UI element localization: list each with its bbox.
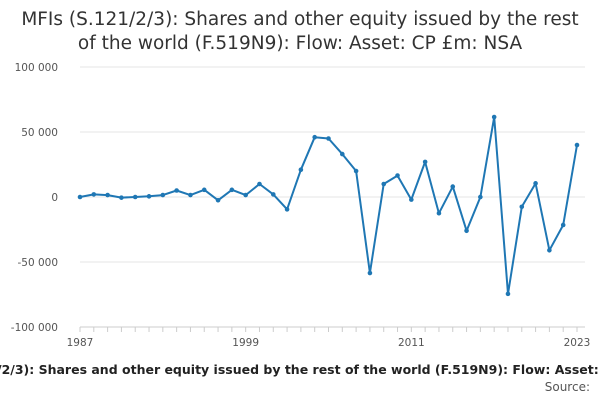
y-tick-label: 100 000 [15, 62, 58, 74]
x-tick-label: 2023 [564, 337, 591, 349]
data-point[interactable] [519, 204, 525, 210]
data-point[interactable] [284, 207, 290, 212]
data-series [77, 114, 580, 297]
data-point[interactable] [188, 192, 193, 198]
data-point[interactable] [298, 167, 304, 172]
data-point[interactable] [436, 210, 442, 216]
data-point[interactable] [174, 188, 179, 193]
data-point[interactable] [450, 184, 456, 189]
y-tick-label: 50 000 [21, 127, 58, 139]
data-point[interactable] [395, 173, 400, 178]
data-point[interactable] [77, 194, 83, 200]
series-line [79, 116, 578, 295]
y-axis-tick-labels: 100 000 50 000 0 -50 000 -100 000 [11, 62, 58, 334]
data-point[interactable] [132, 194, 138, 200]
chart-title: MFIs (S.121/2/3): Shares and other equit… [0, 8, 600, 56]
data-point[interactable] [533, 181, 538, 186]
data-point[interactable] [505, 291, 511, 297]
y-tick-label: -100 000 [11, 322, 58, 334]
data-point[interactable] [367, 270, 373, 276]
data-point[interactable] [257, 181, 262, 187]
data-point[interactable] [464, 228, 469, 234]
data-point[interactable] [409, 197, 414, 202]
chart-title-line-2: of the world (F.519N9): Flow: Asset: CP … [77, 33, 523, 54]
data-point[interactable] [381, 181, 387, 187]
data-point[interactable] [91, 192, 97, 197]
data-point[interactable] [146, 194, 152, 199]
data-point[interactable] [215, 197, 221, 203]
data-point[interactable] [478, 194, 483, 200]
y-tick-label: 0 [51, 192, 58, 204]
grid-lines [80, 66, 585, 263]
x-axis: 1987 1999 2011 2023 [67, 326, 591, 349]
data-point[interactable] [160, 192, 166, 198]
data-point[interactable] [422, 159, 428, 165]
data-point[interactable] [574, 142, 580, 148]
series-label: MFIs (S.121/2/3): Shares and other equit… [0, 362, 600, 380]
data-point[interactable] [119, 195, 124, 200]
data-point[interactable] [340, 151, 345, 157]
data-point[interactable] [560, 222, 566, 228]
data-point[interactable] [547, 248, 552, 253]
data-point[interactable] [229, 187, 235, 193]
data-point[interactable] [312, 134, 317, 140]
data-point[interactable] [491, 114, 497, 120]
x-tick-label: 1999 [232, 337, 259, 349]
data-point[interactable] [353, 168, 359, 174]
data-point[interactable] [243, 192, 248, 198]
x-tick-label: 1987 [67, 337, 94, 349]
series-label-text: MFIs (S.121/2/3): Shares and other equit… [0, 362, 600, 377]
source-label: Source: [544, 380, 590, 394]
data-point[interactable] [326, 136, 331, 141]
y-tick-label: -50 000 [17, 257, 58, 269]
chart-title-line-1: MFIs (S.121/2/3): Shares and other equit… [21, 9, 579, 30]
data-point[interactable] [270, 192, 276, 197]
data-point[interactable] [105, 192, 110, 198]
x-tick-label: 2011 [398, 337, 425, 349]
data-point[interactable] [201, 187, 207, 193]
